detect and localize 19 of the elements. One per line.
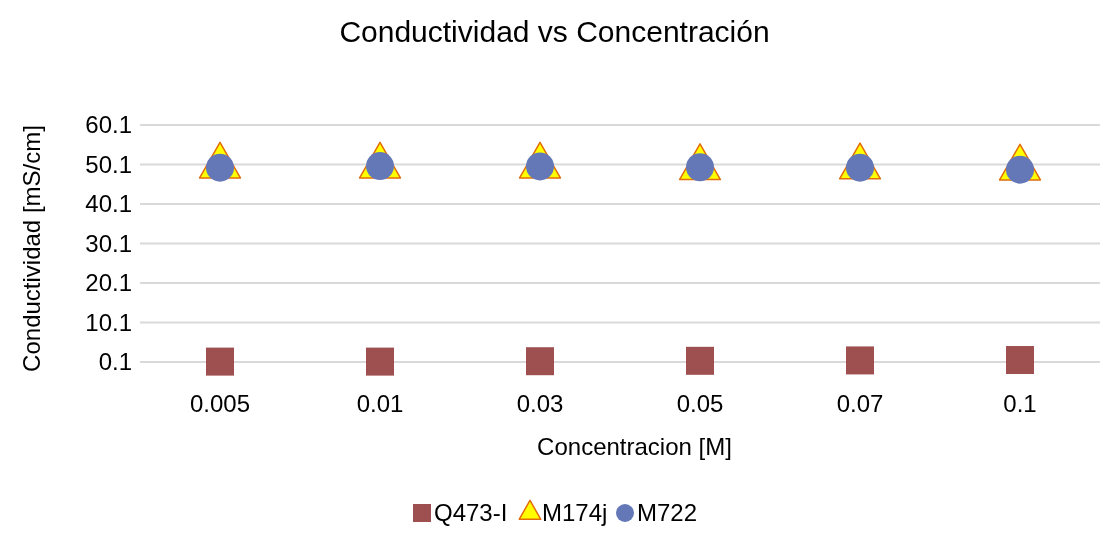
x-axis-title: Concentracion [M] bbox=[537, 433, 732, 460]
legend-label: M174j bbox=[542, 499, 608, 526]
x-tick-label: 0.005 bbox=[189, 390, 251, 417]
chart-title: Conductividad vs Concentración bbox=[339, 15, 770, 48]
x-tick-label: 0.07 bbox=[836, 390, 884, 417]
x-tick-label: 0.05 bbox=[676, 390, 724, 417]
legend-label: M722 bbox=[637, 499, 698, 526]
y-tick-label: 20.1 bbox=[85, 269, 132, 297]
y-tick-label: 10.1 bbox=[85, 308, 132, 336]
y-axis-title: Conductividad [mS/cm] bbox=[18, 125, 45, 372]
x-tick-label: 0.01 bbox=[356, 390, 404, 417]
x-tick-label: 0.1 bbox=[1003, 390, 1037, 417]
y-tick-label: 30.1 bbox=[85, 229, 132, 257]
legend-label: Q473-I bbox=[434, 499, 508, 526]
y-tick-label: 40.1 bbox=[85, 190, 132, 218]
y-tick-label: 60.1 bbox=[85, 111, 132, 139]
y-tick-label: 50.1 bbox=[85, 150, 132, 178]
y-tick-label: 0.1 bbox=[98, 348, 132, 376]
x-tick-label: 0.03 bbox=[516, 390, 564, 417]
